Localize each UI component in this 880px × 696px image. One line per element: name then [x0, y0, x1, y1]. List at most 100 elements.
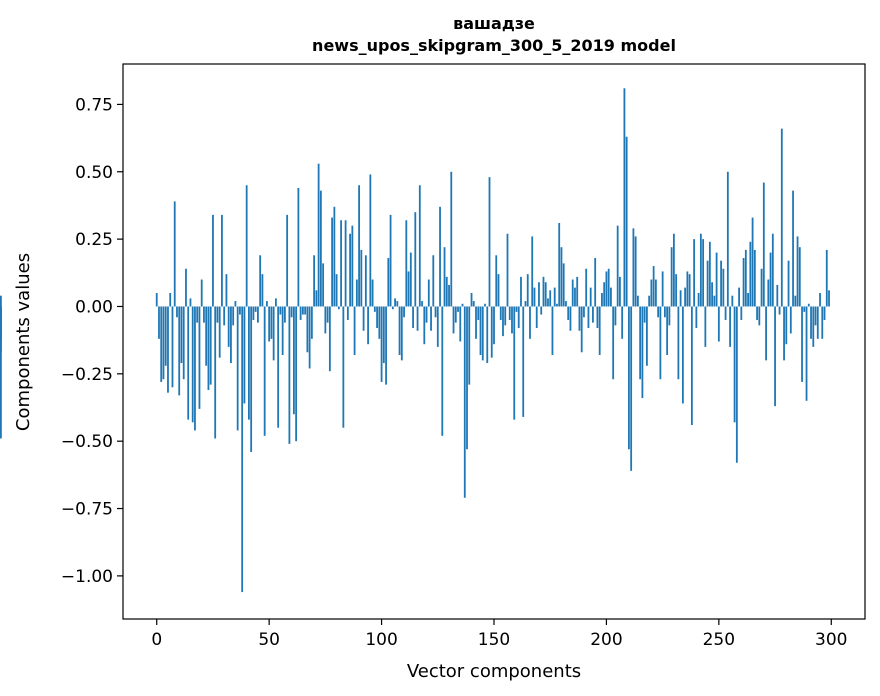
bar: [376, 306, 378, 329]
bar: [589, 287, 592, 307]
bar: [524, 301, 527, 307]
bar: [387, 257, 390, 307]
bar: [531, 236, 534, 307]
bar: [443, 247, 446, 307]
bar: [198, 306, 201, 409]
bar: [164, 306, 167, 366]
x-axis-ticks: 0 50 100 150 200 250 300: [151, 619, 847, 650]
bar: [333, 206, 336, 307]
bar: [628, 306, 630, 450]
bar: [207, 306, 210, 390]
bar: [239, 306, 241, 315]
bar: [452, 306, 455, 334]
bar: [789, 306, 792, 334]
bar: [742, 257, 745, 307]
bar: [675, 274, 678, 307]
bar: [317, 163, 320, 307]
bar: [439, 206, 441, 307]
bar: [583, 306, 585, 318]
bar: [515, 306, 518, 312]
bar: [497, 274, 500, 307]
bar: [612, 306, 615, 380]
bar: [639, 306, 642, 380]
bar: [470, 293, 473, 307]
bar: [396, 301, 399, 307]
bar: [173, 201, 176, 307]
bar: [787, 260, 790, 307]
bar: [412, 306, 414, 329]
y-axis-ticks: 0.75 0.50 0.25 0.00 −0.25 −0.50 −0.75 −1.00: [61, 95, 123, 587]
bar: [250, 306, 253, 452]
bar: [468, 306, 471, 385]
bar: [751, 217, 754, 307]
bar: [670, 247, 673, 307]
bar: [807, 303, 810, 307]
bar: [0, 306, 2, 439]
bar: [270, 306, 273, 339]
bar: [378, 306, 381, 339]
bar: [690, 306, 693, 426]
bar: [598, 306, 601, 355]
bar: [191, 306, 194, 423]
bar: [385, 306, 387, 385]
bar: [328, 306, 331, 372]
bar: [214, 306, 217, 439]
bar: [708, 241, 711, 307]
bar: [560, 247, 563, 307]
bar: [216, 306, 219, 323]
bar: [569, 306, 572, 331]
bar: [400, 306, 403, 361]
bar: [373, 306, 376, 312]
bar: [194, 306, 196, 431]
bar: [625, 136, 628, 307]
bar: [463, 306, 466, 498]
bar: [180, 306, 183, 364]
bar: [553, 287, 556, 307]
bar: [297, 187, 300, 307]
bar: [461, 303, 464, 307]
bar: [652, 266, 655, 307]
bar: [697, 293, 700, 307]
bar: [331, 217, 334, 307]
bar: [596, 306, 599, 329]
bar: [538, 282, 540, 307]
bar: [578, 306, 581, 331]
bars-group: [0, 88, 830, 593]
bar: [801, 306, 803, 382]
bar: [663, 306, 666, 318]
bar: [304, 306, 307, 315]
bar: [171, 306, 174, 388]
bar: [594, 257, 597, 307]
bar: [355, 279, 358, 307]
bar: [816, 306, 819, 339]
bar: [540, 306, 543, 315]
bar: [738, 287, 740, 307]
bar: [299, 306, 302, 320]
bar: [702, 239, 705, 307]
bar: [693, 239, 696, 307]
bar: [310, 306, 313, 339]
bar: [659, 306, 662, 380]
bar: [650, 279, 653, 307]
bar: [726, 171, 729, 307]
bar: [369, 174, 372, 307]
bar: [749, 241, 752, 307]
bar: [805, 306, 808, 401]
bar: [315, 290, 318, 307]
bar: [301, 306, 304, 315]
bar: [178, 306, 181, 396]
bar: [160, 306, 163, 382]
bar: [508, 306, 511, 320]
y-tick-label: 0.25: [75, 230, 113, 250]
bar: [549, 290, 552, 307]
bar: [828, 290, 830, 307]
bar: [277, 306, 280, 428]
bar: [533, 287, 536, 307]
bar: [481, 306, 484, 361]
bar: [490, 306, 493, 358]
y-tick-label: 0.50: [75, 163, 113, 183]
bar: [340, 220, 342, 307]
bar: [445, 276, 448, 307]
bar: [281, 306, 284, 355]
bar: [648, 295, 651, 307]
